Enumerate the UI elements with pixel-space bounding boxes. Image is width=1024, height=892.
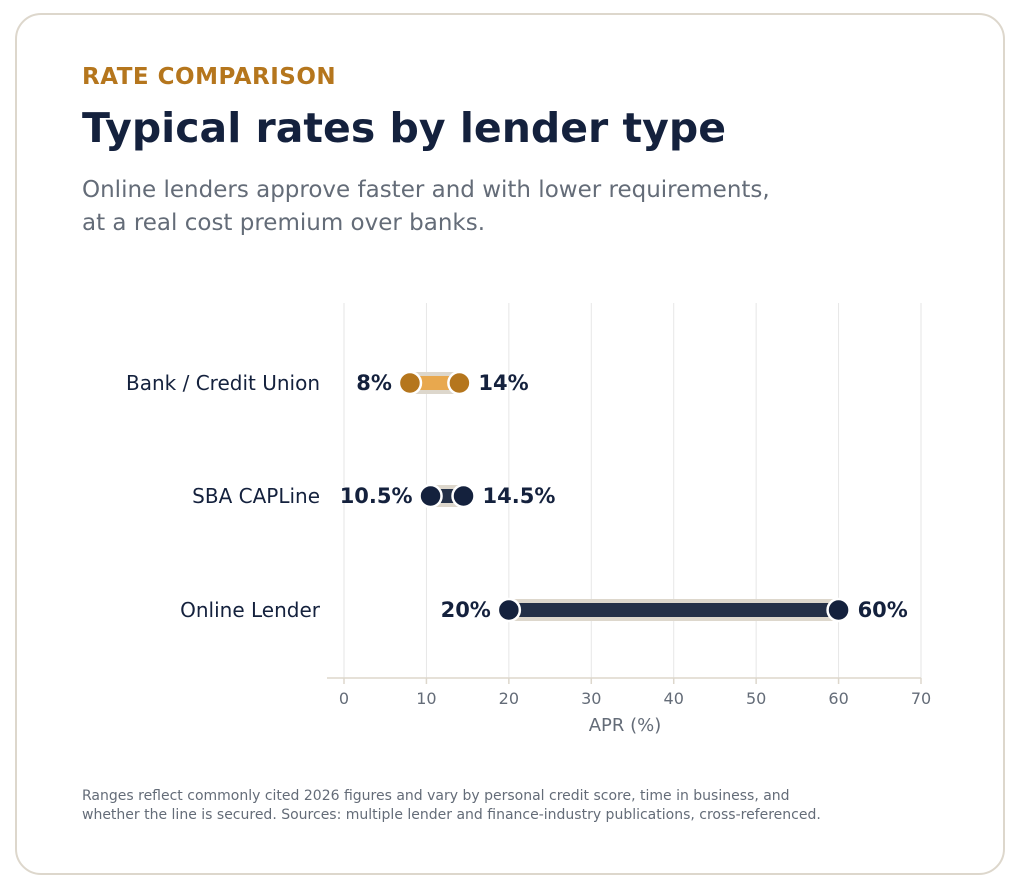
category-label: SBA CAPLine — [192, 484, 320, 508]
eyebrow-label: RATE COMPARISON — [82, 64, 337, 90]
x-tick-label: 70 — [911, 689, 931, 708]
category-label: Online Lender — [180, 598, 321, 622]
low-dot — [496, 597, 522, 623]
x-tick-label: 60 — [828, 689, 848, 708]
footnote: Ranges reflect commonly cited 2026 figur… — [82, 788, 821, 823]
category-label: Bank / Credit Union — [126, 371, 320, 395]
x-tick-label: 30 — [581, 689, 601, 708]
x-tick-label: 50 — [746, 689, 766, 708]
high-dot — [451, 483, 476, 509]
chart-card — [15, 13, 1005, 875]
x-tick-label: 40 — [664, 689, 684, 708]
high-dot — [826, 597, 851, 623]
low-value-label: 8% — [356, 371, 392, 395]
x-tick-label: 0 — [339, 689, 349, 708]
high-value-label: 60% — [858, 598, 908, 622]
dumbbell-row: Online Lender 20% 60% — [180, 597, 908, 623]
axis-layer: 0 10 20 30 40 50 60 70 — [327, 677, 931, 708]
chart-subtitle: Online lenders approve faster and with l… — [82, 177, 770, 236]
x-axis-label: APR (%) — [589, 715, 662, 736]
high-value-label: 14% — [478, 371, 528, 395]
x-tick-label: 10 — [416, 689, 436, 708]
chart-title: Typical rates by lender type — [82, 104, 727, 152]
high-dot — [447, 370, 472, 396]
x-tick-label: 20 — [499, 689, 519, 708]
low-value-label: 20% — [441, 598, 491, 622]
low-value-label: 10.5% — [340, 484, 413, 508]
dumbbell-row: Bank / Credit Union 8% 14% — [126, 370, 529, 396]
low-dot — [397, 370, 423, 396]
high-value-label: 14.5% — [483, 484, 556, 508]
marks-layer: Bank / Credit Union 8% 14% SBA CAPLine 10.5%… — [126, 370, 908, 623]
low-dot — [418, 483, 443, 509]
dumbbell-row: SBA CAPLine 10.5% 14.5% — [192, 483, 556, 509]
